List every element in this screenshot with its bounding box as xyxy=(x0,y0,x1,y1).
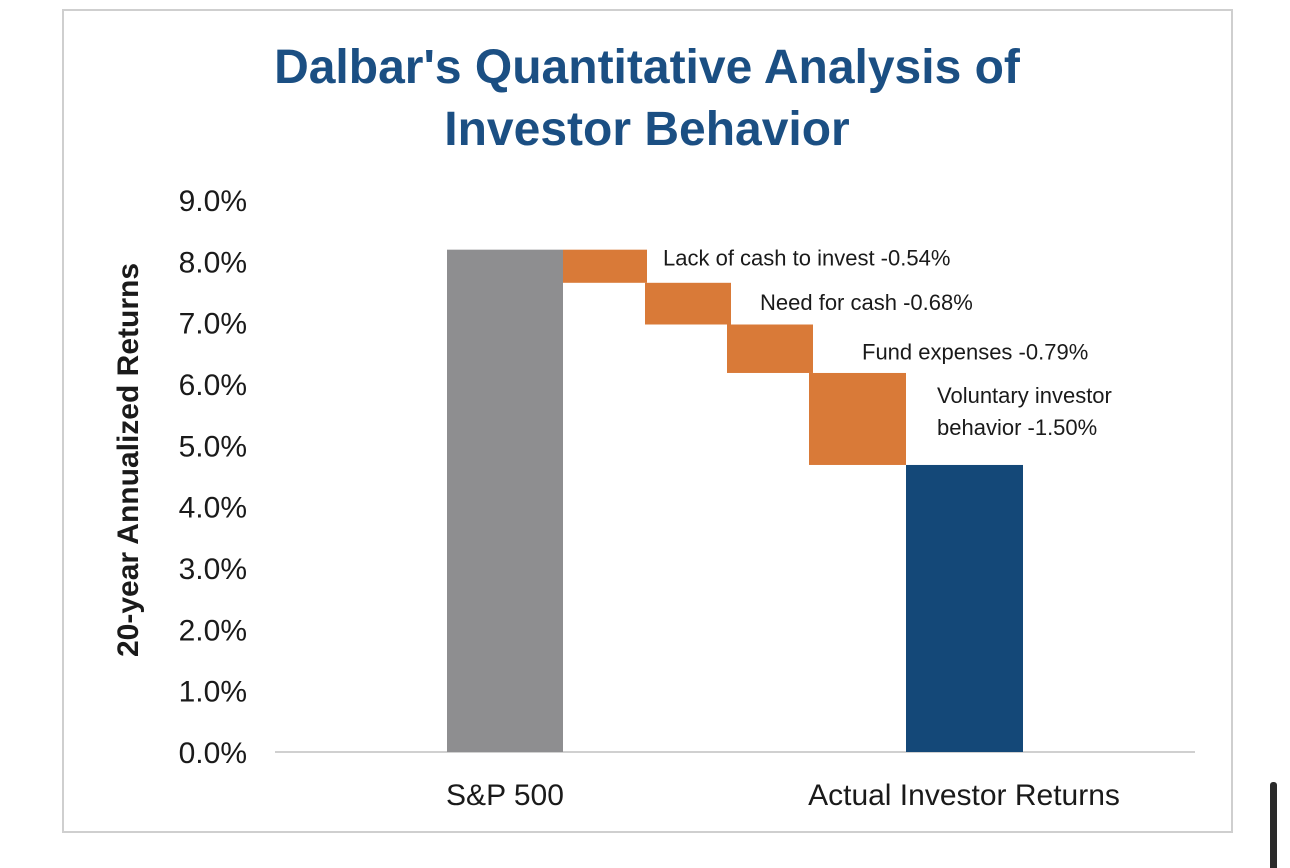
bar-sp500 xyxy=(447,249,563,752)
chart-title-line-1: Dalbar's Quantitative Analysis of xyxy=(274,41,1021,94)
y-tick-label: 2.0% xyxy=(179,614,247,647)
y-tick-label: 4.0% xyxy=(179,492,247,525)
y-tick-label: 3.0% xyxy=(179,553,247,586)
y-tick-label: 1.0% xyxy=(179,676,247,709)
x-category-label: Actual Investor Returns xyxy=(808,779,1120,812)
y-tick-label: 7.0% xyxy=(179,308,247,341)
y-tick-label: 0.0% xyxy=(179,737,247,770)
step-label-1: Lack of cash to invest -0.54% xyxy=(663,246,950,271)
y-tick-label: 5.0% xyxy=(179,430,247,463)
chart-frame xyxy=(62,9,1233,833)
bar-step-2 xyxy=(645,282,731,325)
step-label-3: Fund expenses -0.79% xyxy=(862,340,1088,365)
chart-title-line-2: Investor Behavior xyxy=(444,103,849,156)
bar-step-4 xyxy=(809,372,906,465)
y-tick-label: 6.0% xyxy=(179,369,247,402)
bar-step-3 xyxy=(727,324,813,373)
step-label-4: behavior -1.50% xyxy=(937,415,1097,440)
step-label-4: Voluntary investor xyxy=(937,383,1112,408)
y-tick-label: 8.0% xyxy=(179,246,247,279)
y-axis-label: 20-year Annualized Returns xyxy=(112,263,145,657)
scrollbar-thumb[interactable] xyxy=(1270,782,1277,868)
y-tick-label: 9.0% xyxy=(179,185,247,218)
x-category-label: S&P 500 xyxy=(446,779,564,812)
step-label-2: Need for cash -0.68% xyxy=(760,290,973,315)
bar-actual-investor-returns xyxy=(906,464,1023,752)
bar-step-1 xyxy=(563,249,647,283)
